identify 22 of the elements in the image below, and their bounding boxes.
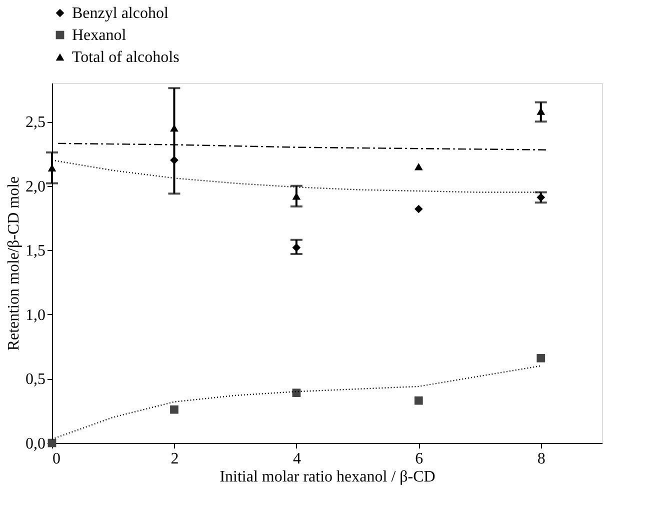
legend-label: Total of alcohols — [72, 49, 180, 66]
point — [414, 162, 423, 170]
y-tick-label: 0,0 — [26, 436, 46, 452]
x-tick-label: 8 — [537, 450, 546, 468]
x-tick-label: 6 — [415, 450, 424, 468]
y-tick-label: 2,0 — [26, 178, 46, 196]
x-axis-title: Initial molar ratio hexanol / β-CD — [220, 468, 436, 486]
y-axis-title: Retention mole/β-CD mole — [6, 176, 22, 351]
point — [414, 396, 423, 405]
legend-label: Hexanol — [72, 27, 127, 44]
x-tick-label: 4 — [292, 450, 301, 468]
y-tick-label: 0,5 — [26, 371, 46, 388]
point — [414, 204, 423, 214]
y-tick-label: 1,0 — [26, 306, 46, 324]
x-tick-label: 0 — [52, 450, 60, 468]
legend-label: Benzyl alcohol — [72, 5, 169, 22]
y-tick-label: 1,5 — [26, 242, 46, 260]
point — [292, 388, 301, 398]
point — [536, 354, 546, 362]
point — [170, 405, 178, 414]
x-tick-label: 2 — [170, 450, 179, 468]
y-tick-label: 2,5 — [26, 114, 46, 132]
